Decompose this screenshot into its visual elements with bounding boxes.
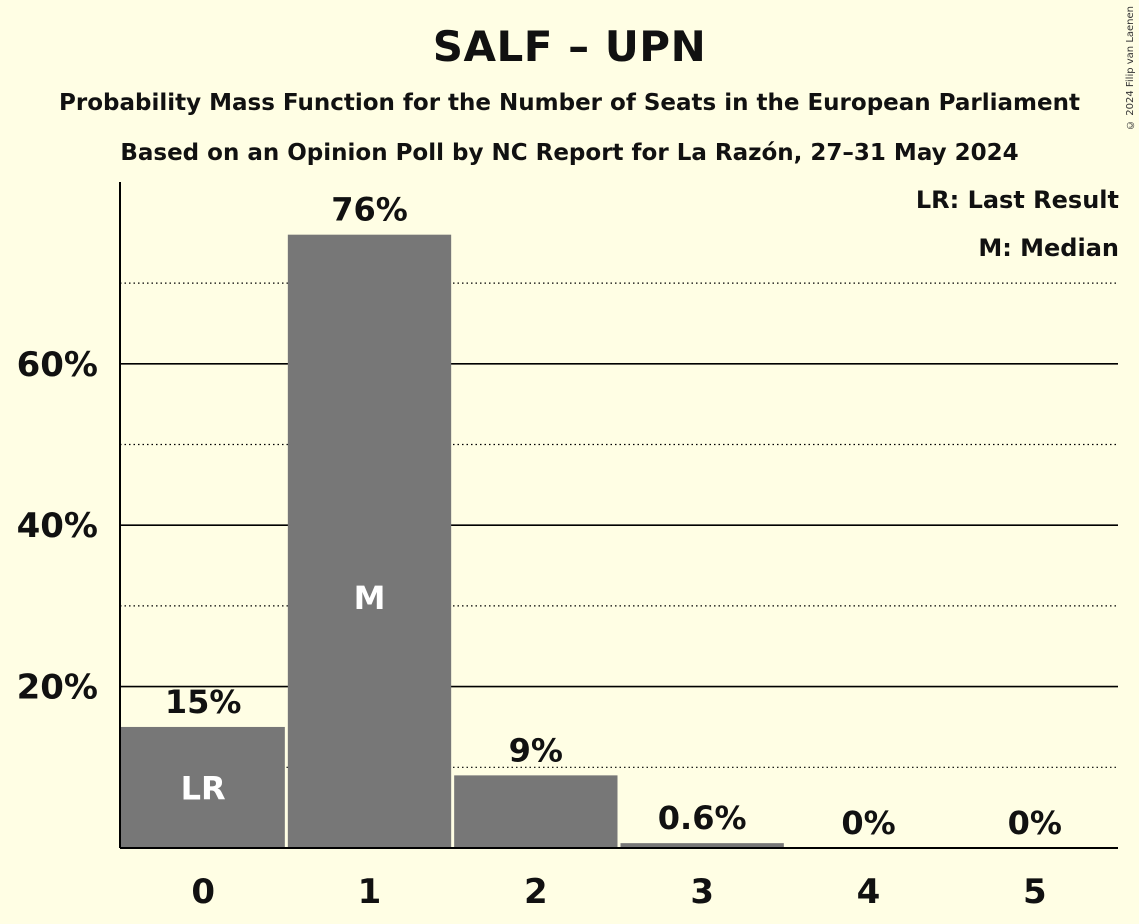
- axes: [119, 182, 1118, 849]
- bar-3: [620, 843, 784, 848]
- x-tick-label: 2: [524, 872, 548, 912]
- x-tick-label: 3: [690, 872, 714, 912]
- value-label: 0%: [1008, 804, 1062, 842]
- y-tick-label: 20%: [17, 668, 98, 708]
- value-label: 76%: [331, 191, 408, 229]
- bar-0: [120, 726, 285, 848]
- value-label: 15%: [165, 683, 242, 721]
- bar-2: [454, 775, 618, 848]
- bar-1: [287, 234, 452, 848]
- bar-marker-lr: LR: [181, 769, 226, 807]
- gridlines: [120, 282, 1118, 768]
- value-label: 9%: [509, 731, 563, 769]
- value-label: 0%: [841, 804, 895, 842]
- chart-source: Based on an Opinion Poll by NC Report fo…: [120, 140, 1019, 166]
- x-tick-label: 0: [191, 872, 215, 912]
- x-tick-label: 4: [857, 872, 881, 912]
- legend-median: M: Median: [978, 234, 1119, 262]
- bar-marker-m: M: [354, 579, 386, 617]
- x-tick-label: 5: [1023, 872, 1047, 912]
- y-tick-label: 40%: [17, 506, 98, 546]
- legend-last-result: LR: Last Result: [915, 186, 1119, 214]
- value-label: 0.6%: [658, 799, 747, 837]
- chart-subtitle: Probability Mass Function for the Number…: [59, 90, 1080, 116]
- chart-title: SALF – UPN: [432, 22, 707, 71]
- x-tick-label: 1: [358, 872, 382, 912]
- bars: [120, 234, 784, 848]
- y-tick-label: 60%: [17, 345, 98, 385]
